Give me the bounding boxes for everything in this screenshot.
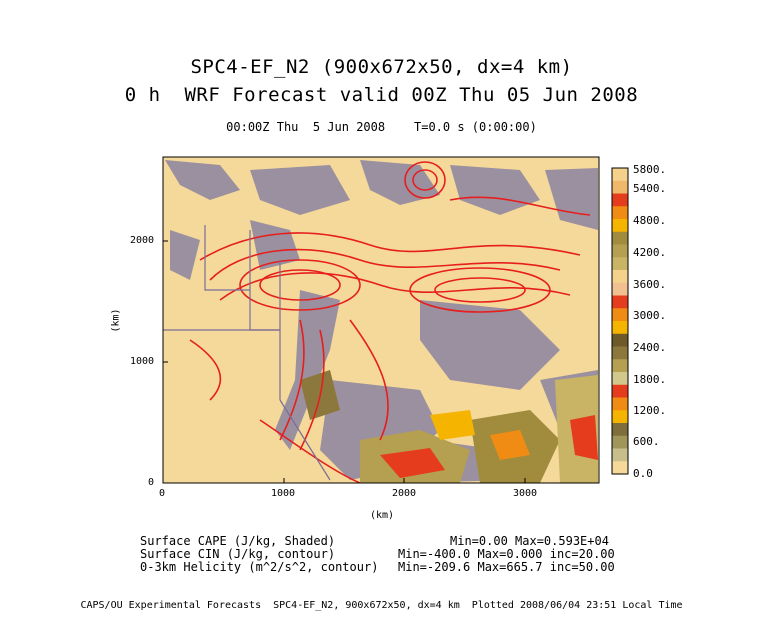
colorbar-swatch — [612, 231, 628, 245]
colorbar-swatch — [612, 270, 628, 284]
colorbar-swatch — [612, 384, 628, 398]
colorbar-swatch — [612, 295, 628, 309]
map-title: SPC4-EF_N2 (900x672x50, dx=4 km) — [190, 56, 573, 78]
colorbar-swatch — [612, 397, 628, 411]
colorbar-label: 1800. — [633, 373, 667, 386]
colorbar-frame — [611, 167, 629, 475]
helicity-contours — [189, 161, 591, 483]
colorbar-swatch — [612, 410, 628, 424]
x-tick-2000: 2000 — [392, 488, 417, 499]
legend-helicity-range: Min=-209.6 Max=665.7 inc=50.00 — [398, 560, 615, 574]
colorbar-swatch — [612, 257, 628, 271]
footer-credit: CAPS/OU Experimental Forecasts SPC4-EF_N… — [80, 600, 683, 611]
colorbar-swatch — [612, 423, 628, 437]
colorbar-swatch — [612, 333, 628, 347]
axis-ticks — [162, 240, 526, 484]
colorbar-label: 600. — [633, 435, 660, 448]
plot-frame — [162, 156, 600, 484]
y-axis-label: (km) — [110, 308, 122, 333]
colorbar-swatch — [612, 206, 628, 220]
colorbar-swatch — [612, 168, 628, 182]
y-tick-0: 0 — [148, 477, 155, 488]
colorbar-label: 5400. — [633, 182, 667, 195]
colorbar-swatch — [612, 219, 628, 233]
colorbar-label: 4800. — [633, 214, 667, 227]
x-tick-3000: 3000 — [513, 488, 538, 499]
colorbar-swatch — [612, 193, 628, 207]
colorbar-label: 3600. — [633, 278, 667, 291]
colorbar-swatch — [612, 461, 628, 475]
colorbar-label: 1200. — [633, 404, 667, 417]
colorbar-swatch — [612, 244, 628, 258]
colorbar-label: 2400. — [633, 341, 667, 354]
cape-shading — [300, 370, 598, 483]
state-boundaries — [163, 225, 331, 481]
legend-helicity: 0-3km Helicity (m^2/s^2, contour) — [140, 560, 379, 574]
valid-time-line: 00:00Z Thu 5 Jun 2008 T=0.0 s (0:00:00) — [226, 120, 537, 134]
cape-colorbar — [612, 168, 628, 475]
colorbar-label: 5800. — [633, 163, 667, 176]
colorbar-swatch — [612, 372, 628, 386]
colorbar-swatch — [612, 435, 628, 449]
colorbar-label: 0.0 — [633, 467, 653, 480]
colorbar-label: 4200. — [633, 246, 667, 259]
colorbar-swatch — [612, 308, 628, 322]
x-tick-1000: 1000 — [271, 488, 296, 499]
colorbar-swatch — [612, 359, 628, 373]
legend-cin: Surface CIN (J/kg, contour) — [140, 547, 336, 561]
x-axis-label: (km) — [370, 510, 395, 521]
legend-cape-range: Min=0.00 Max=0.593E+04 — [450, 534, 609, 548]
legend-cape: Surface CAPE (J/kg, Shaded) — [140, 534, 336, 548]
colorbar-swatch — [612, 180, 628, 194]
colorbar-swatch — [612, 448, 628, 462]
y-tick-2000: 2000 — [130, 235, 155, 246]
colorbar-swatch — [612, 346, 628, 360]
x-tick-0: 0 — [159, 488, 166, 499]
colorbar-label: 3000. — [633, 309, 667, 322]
legend-cin-range: Min=-400.0 Max=0.000 inc=20.00 — [398, 547, 615, 561]
map-area — [163, 157, 599, 483]
colorbar-swatch — [612, 282, 628, 296]
forecast-title: 0 h WRF Forecast valid 00Z Thu 05 Jun 20… — [124, 84, 639, 106]
y-tick-1000: 1000 — [130, 356, 155, 367]
colorbar-swatch — [612, 321, 628, 335]
